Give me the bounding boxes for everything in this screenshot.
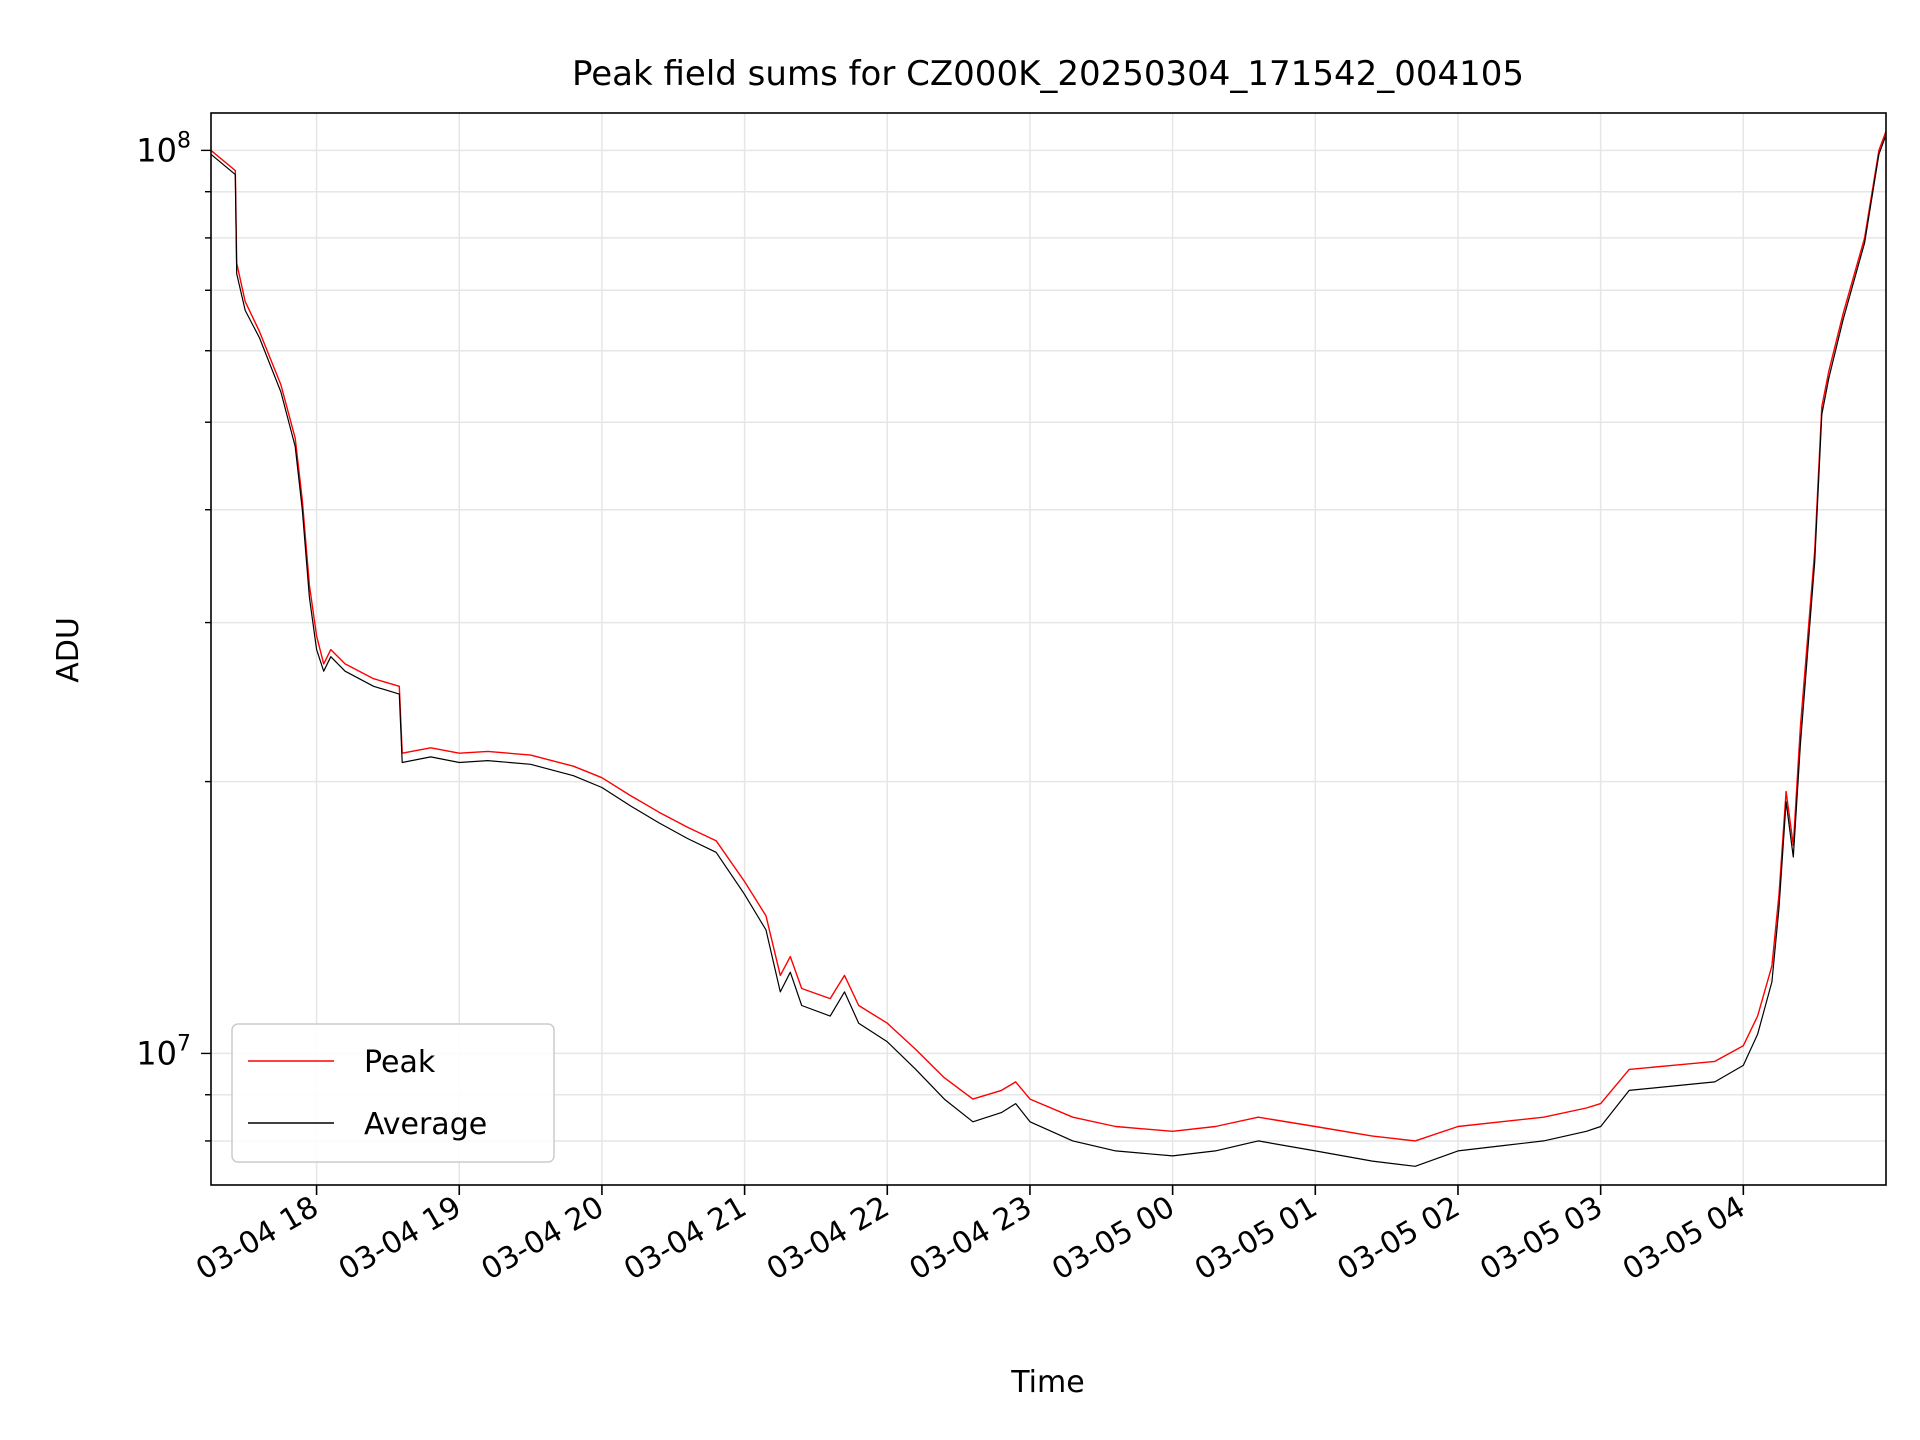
y-tick-label-base: 10 — [136, 131, 177, 169]
grid — [211, 113, 1886, 1185]
x-axis-label: Time — [1010, 1365, 1084, 1400]
y-tick-label-base: 10 — [136, 1034, 177, 1072]
legend: Peak Average — [231, 1023, 555, 1163]
legend-peak-label: Peak — [364, 1045, 436, 1080]
series-layer — [210, 130, 1887, 1167]
series-line-peak — [210, 130, 1887, 1142]
legend-box — [231, 1023, 555, 1163]
y-tick-label-exponent: 7 — [177, 1031, 191, 1056]
plot-frame — [210, 112, 1887, 1186]
y-tick-label: 108 — [136, 128, 191, 169]
chart-title: Peak field sums for CZ000K_20250304_1715… — [572, 54, 1524, 94]
legend-average-label: Average — [364, 1107, 487, 1142]
series-line-average — [210, 134, 1887, 1167]
y-tick-label: 107 — [136, 1031, 191, 1072]
y-tick-label-exponent: 8 — [177, 128, 191, 153]
y-axis-label: ADU — [51, 617, 86, 683]
